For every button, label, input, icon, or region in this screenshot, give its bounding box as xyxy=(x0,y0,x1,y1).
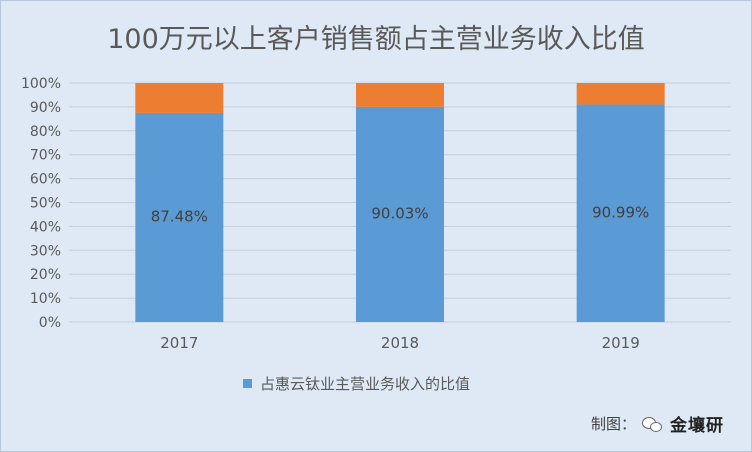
bar-segment-2017-primary xyxy=(135,112,224,323)
y-tick-label: 80% xyxy=(30,124,61,140)
bar-layer: 87.48% 90.03% 90.99% xyxy=(135,83,665,323)
bar-segment-2018-remainder xyxy=(356,83,444,107)
data-label: 90.03% xyxy=(371,204,428,222)
y-tick-label: 70% xyxy=(30,148,61,164)
y-axis-tick-labels: 0% 10% 20% 30% 40% 50% 60% 70% 80% 90% 100% xyxy=(21,76,61,331)
bar-segment-2019-remainder xyxy=(576,83,665,105)
y-tick-label: 60% xyxy=(30,172,61,188)
legend-swatch xyxy=(243,379,252,388)
bar-segment-2019-primary xyxy=(576,104,665,322)
y-tick-label: 30% xyxy=(30,243,61,259)
wechat-icon xyxy=(642,416,664,432)
y-tick-label: 100% xyxy=(21,76,61,92)
legend: 占惠云钛业主营业务收入的比值 xyxy=(243,375,470,393)
brand-name: 金壤研 xyxy=(670,416,725,436)
data-label: 90.99% xyxy=(592,203,649,221)
legend-label: 占惠云钛业主营业务收入的比值 xyxy=(260,375,470,393)
credit-label: 制图： xyxy=(591,415,637,433)
bar-segment-2018-primary xyxy=(356,106,444,322)
data-label: 87.48% xyxy=(151,207,208,225)
footer-credit: 制图： 金壤研 xyxy=(591,411,724,436)
x-tick-label: 2018 xyxy=(381,334,419,352)
x-axis-tick-labels: 2017 2018 2019 xyxy=(160,334,640,352)
chart-title: 100万元以上客户销售额占主营业务收入比值 xyxy=(107,24,645,55)
y-tick-label: 0% xyxy=(39,315,61,331)
bar-segment-2017-remainder xyxy=(135,83,224,113)
y-tick-label: 40% xyxy=(30,219,61,235)
y-tick-label: 10% xyxy=(30,291,61,307)
x-tick-label: 2019 xyxy=(602,334,640,352)
y-tick-label: 20% xyxy=(30,267,61,283)
y-tick-label: 50% xyxy=(30,196,61,212)
y-tick-label: 90% xyxy=(30,100,61,116)
x-tick-label: 2017 xyxy=(160,334,198,352)
